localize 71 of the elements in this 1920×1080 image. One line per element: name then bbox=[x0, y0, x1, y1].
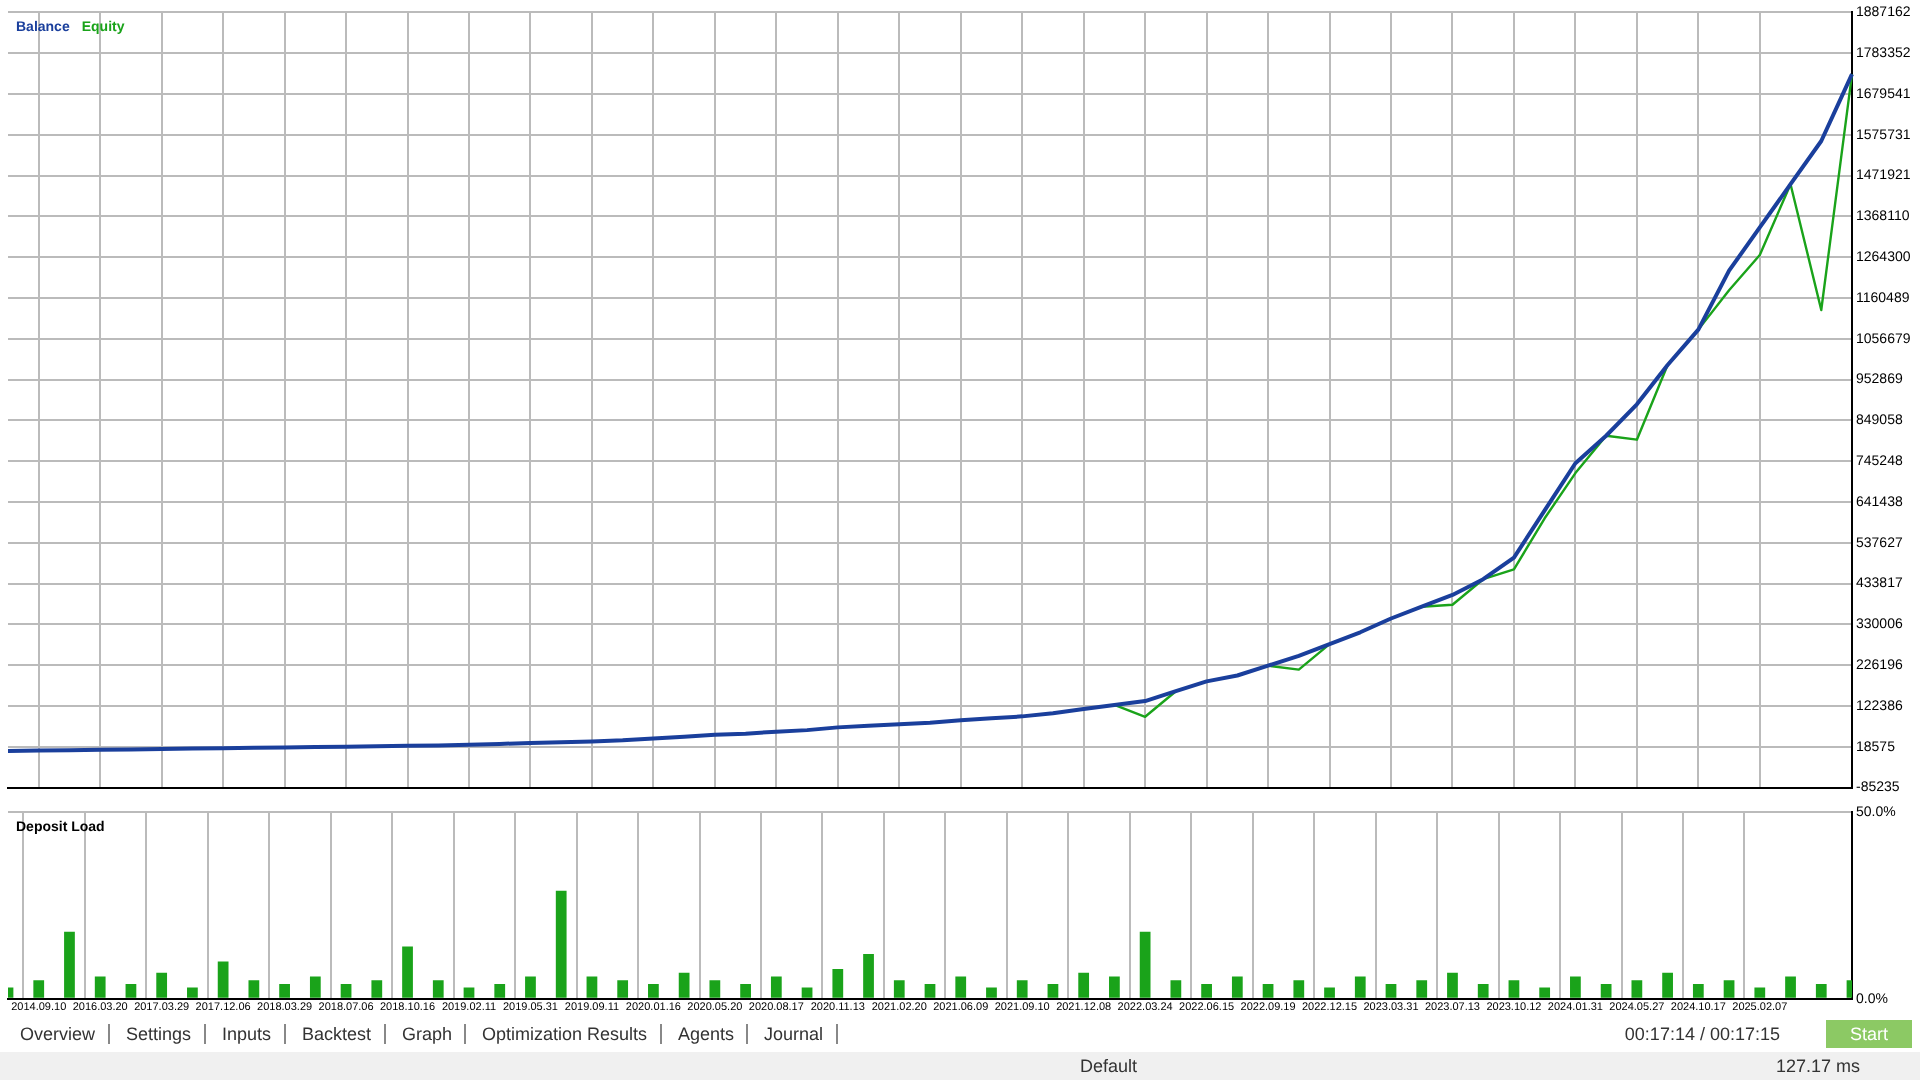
bar bbox=[1570, 976, 1581, 998]
bar bbox=[1539, 987, 1551, 998]
text: Default bbox=[1080, 1056, 1138, 1076]
bar bbox=[678, 972, 690, 998]
text: Optimization Results bbox=[470, 1024, 662, 1044]
bar bbox=[586, 976, 598, 998]
bar bbox=[156, 972, 168, 998]
text: Backtest bbox=[290, 1024, 386, 1044]
bar bbox=[1109, 976, 1120, 998]
bar bbox=[1293, 980, 1305, 998]
bar bbox=[494, 983, 506, 998]
bar bbox=[187, 987, 198, 998]
bar bbox=[1631, 980, 1643, 998]
bar bbox=[1385, 983, 1397, 998]
bar bbox=[617, 980, 629, 998]
bar bbox=[1600, 983, 1612, 998]
bar bbox=[1231, 976, 1243, 998]
bar bbox=[525, 976, 536, 998]
bar bbox=[1754, 987, 1766, 998]
bar bbox=[832, 968, 844, 998]
bar bbox=[1508, 980, 1520, 998]
bar bbox=[648, 983, 659, 998]
bar bbox=[1416, 980, 1428, 998]
bar bbox=[64, 931, 75, 998]
bar bbox=[125, 983, 137, 998]
bar bbox=[924, 983, 936, 998]
text: Journal bbox=[752, 1024, 838, 1044]
text: 127.17 ms bbox=[1775, 1056, 1860, 1076]
bar bbox=[1785, 976, 1796, 998]
text: Start bbox=[1825, 1020, 1912, 1048]
bar bbox=[1447, 972, 1458, 998]
bar bbox=[248, 980, 260, 998]
bar bbox=[555, 890, 567, 998]
bar bbox=[279, 983, 290, 998]
bar bbox=[1324, 987, 1335, 998]
bar bbox=[770, 976, 782, 998]
text: Agents bbox=[666, 1024, 749, 1044]
bar bbox=[1723, 980, 1735, 998]
bar bbox=[1662, 972, 1673, 998]
bar bbox=[432, 980, 444, 998]
bar bbox=[1201, 983, 1212, 998]
text: Overview bbox=[8, 1024, 110, 1044]
bar bbox=[863, 954, 874, 998]
bar bbox=[1170, 980, 1182, 998]
bar bbox=[1692, 983, 1704, 998]
bar bbox=[1262, 983, 1274, 998]
bar bbox=[1139, 931, 1151, 998]
bar bbox=[371, 980, 383, 998]
bar bbox=[340, 983, 352, 998]
bar bbox=[801, 987, 813, 998]
bar bbox=[986, 987, 997, 998]
bar bbox=[709, 980, 721, 998]
bar bbox=[94, 976, 106, 998]
bar bbox=[1815, 983, 1827, 998]
text: Inputs bbox=[210, 1024, 286, 1044]
bar bbox=[33, 980, 45, 998]
bar bbox=[955, 976, 967, 998]
bar bbox=[309, 976, 321, 998]
text: 00:17:14 / 00:17:15 bbox=[1624, 1024, 1780, 1044]
text: Settings bbox=[114, 1024, 206, 1044]
bar bbox=[1078, 972, 1090, 998]
bar bbox=[402, 946, 413, 998]
text: Graph bbox=[390, 1024, 467, 1044]
bar bbox=[217, 961, 229, 998]
bar bbox=[740, 983, 751, 998]
bar bbox=[1016, 980, 1028, 998]
bar bbox=[1354, 976, 1366, 998]
bar bbox=[1047, 983, 1059, 998]
bar bbox=[893, 980, 905, 998]
bar bbox=[1477, 983, 1489, 998]
bar bbox=[463, 987, 475, 998]
